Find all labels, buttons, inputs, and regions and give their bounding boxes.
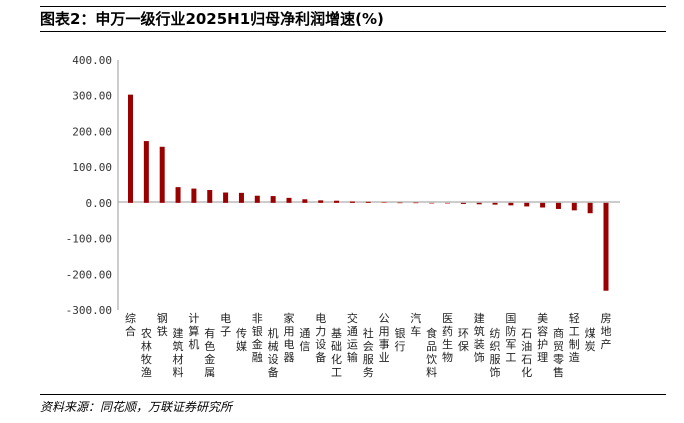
bar [159, 146, 165, 203]
category-label: 食品饮料 [426, 326, 437, 379]
category-label: 纺织服饰 [490, 326, 501, 379]
bar [524, 202, 530, 207]
category-label: 美容护理 [537, 312, 548, 364]
bar [476, 202, 482, 205]
bar [254, 195, 260, 203]
bar [381, 202, 387, 203]
y-tick-label: 0.00 [86, 197, 113, 210]
y-tick-labels: 400.00 300.00 200.00 100.00 0.00 -100.00 -200.… [66, 54, 112, 317]
category-label: 计算机 [188, 312, 199, 351]
bar [143, 141, 149, 203]
category-label: 家用电器 [284, 311, 295, 364]
category-label: 机械设备 [268, 326, 279, 379]
category-label: 综合 [125, 311, 136, 338]
y-tick-label: 400.00 [72, 54, 112, 67]
top-rule [40, 6, 666, 7]
bar [349, 201, 355, 203]
bar [270, 196, 276, 203]
bar [334, 200, 340, 203]
bar [603, 202, 609, 291]
category-label: 银行 [394, 326, 405, 353]
chart-title: 图表2：申万一级行业2025H1归母净利润增速(%) [40, 10, 384, 28]
bar [555, 202, 561, 209]
source-note: 资料来源：同花顺，万联证券研究所 [40, 400, 233, 414]
bar [540, 202, 546, 208]
category-label: 基础化工 [331, 327, 342, 379]
category-label: 国防军工 [505, 312, 516, 364]
y-tick-label: -300.00 [66, 304, 112, 317]
bottom-rule [40, 394, 666, 395]
category-label: 房地产 [601, 312, 612, 351]
y-tick-label: -200.00 [66, 268, 112, 281]
category-label: 社会服务 [363, 326, 374, 379]
category-label: 钢铁 [157, 312, 168, 338]
y-tick-label: -100.00 [66, 233, 112, 246]
bar [429, 202, 435, 204]
category-label: 轻工制造 [569, 311, 580, 364]
category-label: 电子 [220, 312, 231, 338]
category-label: 建筑装饰 [474, 311, 485, 364]
category-label: 电力设备 [315, 312, 326, 364]
category-label: 汽车 [410, 311, 421, 338]
bar [587, 202, 593, 214]
category-label: 非银金融 [252, 312, 263, 364]
bar [238, 192, 244, 203]
bar [365, 201, 371, 203]
bar [445, 202, 450, 204]
bar [571, 202, 577, 211]
category-label: 通信 [299, 327, 310, 353]
bar [397, 202, 403, 204]
category-label: 农林牧渔 [141, 326, 152, 379]
y-tick-label: 100.00 [72, 161, 112, 174]
bar [508, 202, 514, 206]
category-label: 环保 [458, 327, 469, 353]
bar [223, 192, 229, 203]
y-tick-label: 300.00 [72, 90, 112, 103]
title-rule [40, 31, 666, 32]
category-label: 石油石化 [521, 327, 532, 379]
category-label: 有色金属 [204, 326, 215, 379]
category-label: 传媒 [236, 327, 247, 353]
category-label: 商贸零售 [553, 326, 564, 379]
category-label: 煤炭 [585, 327, 596, 353]
bar [413, 202, 419, 204]
category-label: 医药生物 [442, 312, 453, 364]
bar [286, 197, 292, 203]
bar [302, 199, 308, 203]
bar [128, 94, 133, 203]
category-label: 建筑材料 [173, 326, 184, 379]
category-label: 交通运输 [347, 311, 358, 364]
bar [175, 187, 181, 203]
y-tick-label: 200.00 [72, 125, 112, 138]
bar [318, 200, 324, 203]
bar [207, 190, 213, 203]
category-label: 公用事业 [379, 312, 390, 364]
bar [492, 202, 498, 205]
bar [460, 202, 466, 204]
bars [128, 94, 609, 291]
bar [191, 188, 197, 203]
